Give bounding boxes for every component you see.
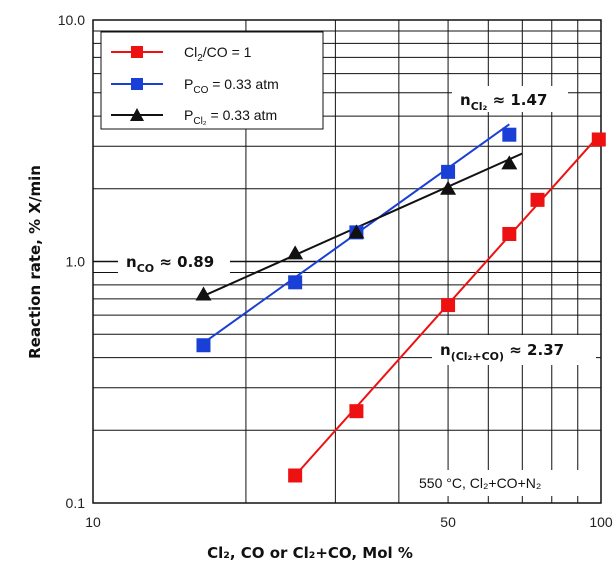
legend-label-cl2-co-b: 2 (197, 53, 203, 64)
data-point-series-0 (441, 298, 456, 313)
data-point-series-1 (196, 338, 211, 353)
legend-label-pco-a: P (184, 76, 193, 92)
svg-text:PCO = 0.33 atm: PCO = 0.33 atm (184, 76, 279, 96)
conditions-label-group: 550 °C, Cl₂+CO+N₂ (412, 470, 598, 496)
annotation-n-cl2: nCl₂ ≈ 1.47 (452, 86, 568, 113)
annotation-n-cl2-sub: Cl₂ (471, 100, 488, 113)
data-point-series-0 (288, 468, 303, 483)
annotation-n-co-tail: ≈ 0.89 (154, 253, 214, 271)
data-point-series-1 (288, 275, 303, 290)
annotation-n-mix-main: n (440, 341, 451, 359)
data-point-series-2 (287, 245, 304, 260)
data-point-series-0 (530, 192, 545, 207)
data-markers (195, 127, 606, 483)
legend-label-cl2-co-c: /CO = 1 (203, 44, 252, 60)
legend-label-pcl2-b: Cl₂ (193, 116, 206, 127)
fit-lines (202, 123, 602, 477)
annotation-n-cl2-main: n (460, 91, 471, 109)
data-point-series-2 (195, 286, 212, 301)
annotation-n-co-main: n (126, 253, 137, 271)
legend: Cl2/CO = 1 PCO = 0.33 atm PCl₂ = 0.33 at… (100, 31, 324, 130)
annotation-n-mix: n(Cl₂+CO) ≈ 2.37 (432, 335, 596, 365)
data-point-series-1 (502, 127, 517, 142)
legend-label-cl2-co-a: Cl (184, 44, 197, 60)
data-point-series-0 (349, 404, 364, 419)
legend-label-pco-b: CO (193, 85, 208, 96)
data-point-series-0 (502, 226, 517, 241)
legend-item-pcl2: PCl₂ = 0.33 atm (111, 107, 277, 127)
legend-label-pco-c: = 0.33 atm (208, 76, 278, 92)
data-point-series-1 (441, 164, 456, 179)
tick-labels: 10 50 100 0.1 1.0 10.0 (58, 12, 613, 530)
x-tick-label: 10 (85, 514, 101, 530)
svg-text:nCl₂ ≈ 1.47: nCl₂ ≈ 1.47 (460, 91, 547, 113)
svg-text:nCO ≈ 0.89: nCO ≈ 0.89 (126, 253, 214, 275)
legend-item-cl2-co: Cl2/CO = 1 (111, 44, 252, 64)
annotation-n-mix-sub: (Cl₂+CO) (451, 350, 504, 363)
data-point-series-2 (501, 155, 518, 170)
legend-label-pcl2-a: P (184, 107, 193, 123)
x-tick-label: 100 (589, 514, 613, 530)
y-tick-label: 1.0 (66, 254, 86, 270)
fit-line-series-2 (203, 152, 523, 297)
conditions-label: 550 °C, Cl₂+CO+N₂ (419, 475, 541, 491)
data-point-series-2 (348, 224, 365, 239)
svg-text:PCl₂ = 0.33 atm: PCl₂ = 0.33 atm (184, 107, 277, 127)
annotation-n-co: nCO ≈ 0.89 (118, 248, 230, 275)
x-axis-label: Cl₂, CO or Cl₂+CO, Mol % (207, 544, 413, 562)
annotation-n-cl2-tail: ≈ 1.47 (487, 91, 547, 109)
data-point-series-0 (591, 132, 606, 147)
annotation-n-co-sub: CO (137, 262, 154, 275)
plot-frame (92, 19, 602, 504)
x-tick-label: 50 (440, 514, 456, 530)
legend-label-pcl2-c: = 0.33 atm (207, 107, 277, 123)
y-axis-label: Reaction rate, % X/min (26, 165, 44, 359)
data-point-series-2 (440, 180, 457, 195)
y-tick-label: 0.1 (66, 495, 86, 511)
legend-item-pco: PCO = 0.33 atm (111, 76, 279, 96)
svg-text:n(Cl₂+CO) ≈ 2.37: n(Cl₂+CO) ≈ 2.37 (440, 341, 564, 363)
annotation-n-mix-tail: ≈ 2.37 (504, 341, 564, 359)
svg-text:Cl2/CO = 1: Cl2/CO = 1 (184, 44, 252, 64)
y-tick-label: 10.0 (58, 12, 85, 28)
